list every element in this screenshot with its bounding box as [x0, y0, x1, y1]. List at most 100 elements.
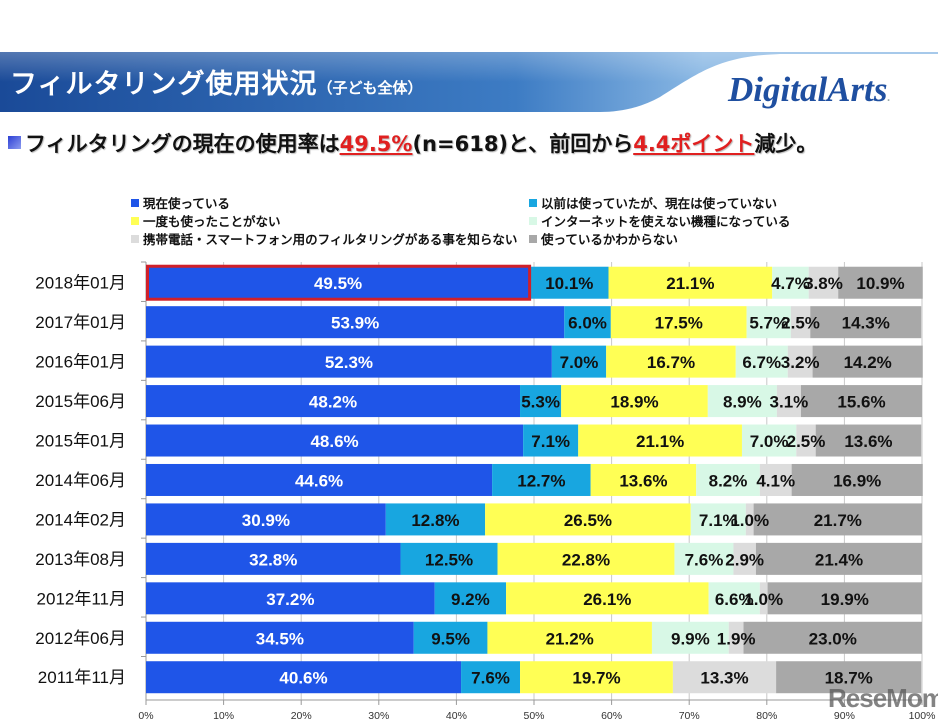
headline-part3: 減少。	[754, 132, 818, 156]
data-label: 2.5%	[781, 314, 820, 333]
page-title-main: フィルタリング使用状況	[10, 69, 318, 100]
data-label: 4.7%	[771, 274, 810, 293]
bar-segment	[733, 542, 756, 575]
data-label: 16.7%	[647, 353, 695, 372]
bar-segment	[146, 385, 521, 418]
bar-segment	[564, 306, 611, 339]
y-category-label: 2011年11月	[38, 668, 126, 687]
bar-segment	[651, 621, 729, 654]
bar-segment	[776, 385, 801, 418]
bar-segment	[434, 582, 507, 615]
data-label: 1.0%	[744, 590, 783, 609]
bar-segment	[461, 661, 521, 694]
legend-item-unknown: 使っているかわからない	[529, 229, 678, 248]
x-tick-label: 50%	[523, 710, 544, 722]
y-category-label: 2015年01月	[35, 432, 126, 451]
bar-segment	[767, 582, 922, 615]
bar-segment	[759, 463, 792, 496]
header-band-gloss	[0, 52, 938, 112]
data-label: 2.5%	[787, 432, 826, 451]
y-category-label: 2012年06月	[35, 629, 126, 648]
header-band	[0, 52, 938, 112]
data-label: 18.7%	[825, 669, 873, 688]
bar-segment	[776, 661, 922, 694]
data-label: 37.2%	[266, 590, 314, 609]
bar-segment	[146, 661, 462, 694]
data-label: 21.1%	[636, 432, 684, 451]
data-label: 23.0%	[809, 629, 857, 648]
bar-segment	[492, 463, 591, 496]
legend-label: 一度も使ったことがない	[143, 214, 281, 229]
y-category-label: 2017年01月	[35, 313, 126, 332]
bar-segment	[551, 345, 607, 378]
bar-segment	[759, 582, 768, 615]
square-bullet-icon	[8, 136, 21, 149]
bar-segment	[810, 306, 922, 339]
bar-segment	[530, 266, 609, 299]
bar-segment	[146, 463, 493, 496]
data-label: 10.9%	[856, 274, 904, 293]
data-label: 12.5%	[425, 550, 473, 569]
bar-segment	[741, 424, 797, 457]
data-label: 7.1%	[531, 432, 570, 451]
digitalarts-logo: DigitalArts.	[728, 70, 890, 110]
bar-segment	[796, 424, 816, 457]
data-label: 15.6%	[837, 393, 885, 412]
data-label: 17.5%	[655, 314, 703, 333]
data-label: 7.0%	[750, 432, 789, 451]
data-label: 16.9%	[833, 471, 881, 490]
bar-segment	[690, 503, 746, 536]
y-category-label: 2013年08月	[35, 550, 126, 569]
data-label: 22.8%	[562, 550, 610, 569]
legend-item-no-internet: インターネットを使えない機種になっている	[529, 211, 790, 230]
legend-item-unaware: 携帯電話・スマートフォン用のフィルタリングがある事を知らない	[131, 229, 517, 248]
bar-segment	[146, 306, 565, 339]
bar-segment	[707, 385, 777, 418]
legend-label: インターネットを使えない機種になっている	[541, 214, 791, 229]
data-label: 12.8%	[411, 511, 459, 530]
bar-segment	[506, 582, 709, 615]
data-label: 5.7%	[749, 314, 788, 333]
y-category-label: 2016年01月	[35, 353, 126, 372]
data-label: 3.8%	[804, 274, 843, 293]
legend-swatch	[529, 216, 537, 225]
data-label: 6.6%	[715, 590, 754, 609]
data-label: 14.3%	[842, 314, 890, 333]
bar-segment	[146, 424, 524, 457]
x-tick-label: 100%	[909, 710, 936, 722]
bar-segment	[745, 503, 754, 536]
data-label: 53.9%	[331, 314, 379, 333]
data-label: 34.5%	[256, 629, 304, 648]
data-label: 4.1%	[756, 471, 795, 490]
legend-item-former: 以前は使っていたが、現在は使っていない	[529, 193, 777, 212]
data-label: 6.7%	[742, 353, 781, 372]
data-label: 3.1%	[770, 393, 809, 412]
bar-segment	[146, 503, 386, 536]
data-label: 48.2%	[309, 393, 357, 412]
y-category-label: 2014年02月	[35, 510, 126, 529]
bar-segment	[561, 385, 708, 418]
bar-segment	[146, 582, 435, 615]
data-label: 8.2%	[709, 471, 748, 490]
data-label: 5.3%	[521, 393, 560, 412]
bar-segment	[400, 542, 498, 575]
x-tick-label: 40%	[446, 710, 467, 722]
data-label: 7.6%	[685, 550, 724, 569]
data-label: 7.1%	[699, 511, 738, 530]
legend-swatch	[529, 234, 537, 243]
data-label: 3.2%	[781, 353, 820, 372]
bar-segment	[578, 424, 742, 457]
headline-part2: (n=618)と、前回から	[412, 132, 634, 156]
data-label: 9.5%	[431, 629, 470, 648]
data-label: 2.9%	[725, 550, 764, 569]
bar-segment	[146, 345, 552, 378]
bar-segment	[735, 345, 788, 378]
bar-segment	[815, 424, 922, 457]
bar-segment	[497, 542, 675, 575]
bar-segment	[146, 542, 401, 575]
data-label: 19.7%	[572, 669, 620, 688]
bar-segment	[728, 621, 744, 654]
x-tick-label: 80%	[756, 710, 777, 722]
highlight-border	[146, 264, 532, 301]
